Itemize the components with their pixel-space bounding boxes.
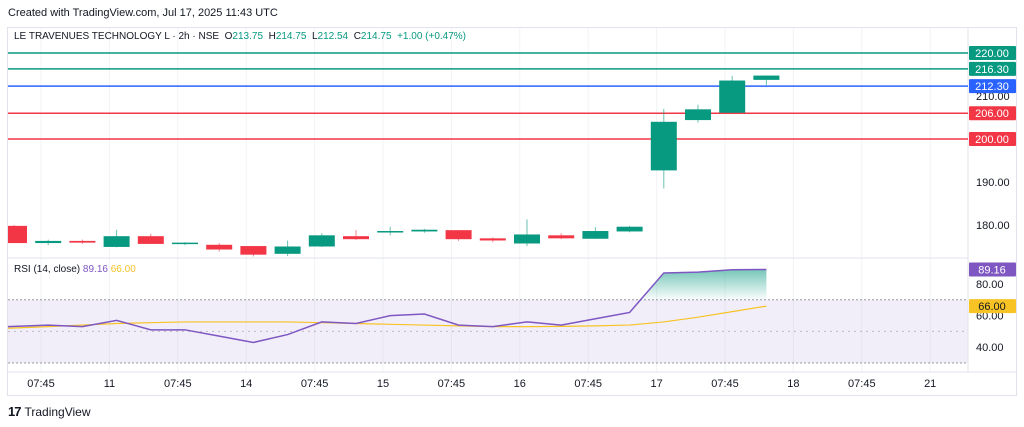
candle-body bbox=[411, 229, 438, 232]
price-line-badge bbox=[969, 79, 1016, 94]
close-label: C bbox=[353, 31, 361, 42]
chart-frame[interactable] bbox=[7, 27, 1017, 396]
candle-body bbox=[274, 246, 301, 254]
rsi-line bbox=[7, 268, 767, 344]
candle-body bbox=[69, 240, 96, 243]
price-line-label: 200.00 bbox=[975, 134, 1009, 146]
time-axis-label: 07:45 bbox=[848, 378, 876, 390]
time-axis-label: 07:45 bbox=[711, 378, 739, 390]
rsi-title[interactable]: RSI (14, close) bbox=[14, 264, 81, 275]
time-axis-label: 07:45 bbox=[301, 378, 329, 390]
time-axis-label: 07:45 bbox=[438, 378, 466, 390]
price-line-label: 220.00 bbox=[975, 48, 1009, 60]
candle-body bbox=[377, 231, 404, 233]
rsi-badge-label: 89.16 bbox=[978, 265, 1006, 277]
price-line-badge bbox=[969, 106, 1016, 121]
high-label: H bbox=[268, 31, 276, 42]
candle-body bbox=[616, 226, 643, 232]
logo-text: TradingView bbox=[24, 404, 91, 419]
candle-body bbox=[479, 238, 506, 241]
price-axis-label: 180.00 bbox=[976, 220, 1010, 232]
time-axis-label: 15 bbox=[377, 378, 389, 390]
price-line-label: 206.00 bbox=[975, 108, 1009, 120]
open-label: O bbox=[224, 31, 233, 42]
candle-body bbox=[137, 236, 164, 244]
rsi-axis-label: 40.00 bbox=[976, 342, 1004, 354]
open-value: 213.75 bbox=[232, 31, 264, 42]
candle-body bbox=[103, 236, 130, 247]
time-axis-label: 11 bbox=[104, 378, 115, 390]
rsi-overbought-fill bbox=[640, 269, 767, 300]
candle-body bbox=[172, 242, 198, 245]
candle-body bbox=[685, 109, 711, 121]
candle-body bbox=[240, 246, 267, 255]
rsi-badge-label: 66.00 bbox=[978, 301, 1006, 313]
time-axis-label: 07:45 bbox=[27, 378, 55, 390]
rsi-legend: RSI (14, close) 89.16 66.00 bbox=[14, 264, 136, 275]
change-value: +1.00 (+0.47%) bbox=[397, 31, 467, 42]
candle-body bbox=[548, 235, 575, 239]
low-label: L bbox=[311, 31, 318, 42]
rsi-axis-label: 80.00 bbox=[976, 279, 1004, 291]
high-value: 214.75 bbox=[275, 31, 307, 42]
tradingview-logo[interactable]: 17 TradingView bbox=[8, 404, 91, 419]
candle-body bbox=[582, 231, 609, 239]
rsi-badge bbox=[969, 262, 1016, 277]
rsi-ma-line bbox=[7, 305, 767, 329]
candle-body bbox=[206, 244, 233, 250]
candle-body bbox=[35, 240, 62, 244]
tv-logo-icon: 17 bbox=[8, 404, 22, 419]
rsi-value: 89.16 bbox=[82, 264, 108, 275]
candle-body bbox=[343, 236, 369, 240]
time-axis-label: 14 bbox=[240, 378, 252, 390]
candle-body bbox=[8, 225, 27, 244]
time-axis-label: 07:45 bbox=[574, 378, 602, 390]
time-axis-label: 16 bbox=[514, 378, 526, 390]
rsi-ma-value: 66.00 bbox=[110, 264, 136, 275]
candle-body bbox=[445, 230, 472, 240]
rsi-axis-label: 60.00 bbox=[976, 311, 1004, 323]
price-axis-label: 210.00 bbox=[976, 91, 1010, 103]
price-line-label: 212.30 bbox=[975, 81, 1009, 93]
price-line-badge bbox=[969, 46, 1016, 60]
candle-body bbox=[308, 235, 335, 247]
price-axis-label: 190.00 bbox=[976, 177, 1010, 189]
symbol-name[interactable]: LE TRAVENUES TECHNOLOGY L · 2h · NSE bbox=[14, 31, 220, 42]
time-axis-label: 07:45 bbox=[164, 378, 192, 390]
candle-body bbox=[650, 121, 677, 171]
price-line-badge bbox=[969, 132, 1016, 146]
low-value: 212.54 bbox=[317, 31, 349, 42]
close-value: 214.75 bbox=[360, 31, 392, 42]
chart-credit: Created with TradingView.com, Jul 17, 20… bbox=[8, 7, 278, 19]
candle-body bbox=[514, 234, 540, 244]
candle-body bbox=[753, 75, 780, 80]
price-line-badge bbox=[969, 61, 1016, 76]
rsi-badge bbox=[969, 299, 1016, 314]
time-axis-label: 17 bbox=[650, 378, 662, 390]
candle-body bbox=[719, 80, 746, 113]
symbol-legend: LE TRAVENUES TECHNOLOGY L · 2h · NSE O21… bbox=[14, 31, 466, 42]
time-axis-label: 21 bbox=[924, 378, 936, 390]
price-line-label: 216.30 bbox=[975, 64, 1009, 76]
time-axis-label: 18 bbox=[787, 378, 799, 390]
